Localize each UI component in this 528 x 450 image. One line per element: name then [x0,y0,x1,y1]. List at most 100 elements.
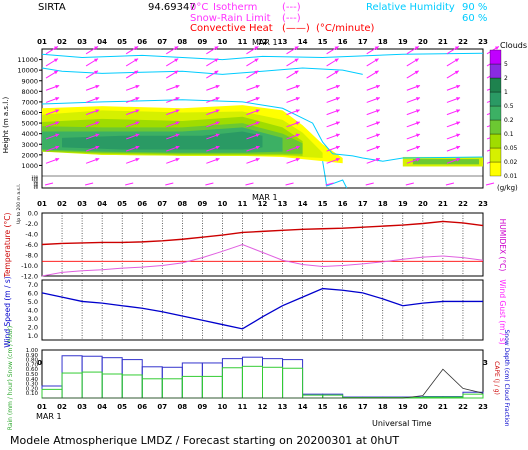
hour-label: 08 [177,38,187,46]
hour-label: 04 [97,200,107,208]
hour-label: 11 [238,38,248,46]
temp-tick-label: -4.0 [25,231,38,239]
legend-snow-rain-sample: (---) [282,13,301,24]
hour-label: 02 [57,403,67,411]
temp-tick-label: -6.0 [25,241,38,249]
colorbar-unit: (g/kg) [497,184,518,192]
hour-label: 14 [298,403,308,411]
wind-arrow [44,182,54,186]
low-tick-label: 30 [34,185,38,189]
hour-label: 09 [197,403,207,411]
wind-arrowhead [294,70,299,75]
rh-contour-high [41,67,363,75]
wind-arrowhead [95,145,100,150]
precip-tick-label: 0.70 [26,362,39,368]
hour-label: 06 [137,38,147,46]
hour-label: 22 [458,200,468,208]
wind-arrowhead [174,70,179,75]
wind-arrowhead [255,109,260,113]
hour-label: 08 [177,200,187,208]
wind-arrowhead [294,46,299,50]
wind-arrowhead [215,121,220,125]
hour-label: 18 [378,403,388,411]
wind-arrowhead [135,121,140,125]
chart-root: 01 02 03 04 05 06 07 08 09 10 11 12 13 14 15 16 17 18 19 20… [2,38,527,430]
hour-label: 11 [238,200,248,208]
wind-arrowhead [255,84,260,89]
wind-arrowhead [416,97,420,101]
wind-arrowhead [175,133,180,138]
footer: Universal Time Modele Atmospherique LMDZ… [10,419,432,447]
wind-arrowhead [215,109,220,113]
wind-arrowhead [175,109,180,113]
wind-arrowhead [255,97,260,101]
wind-arrowhead [95,121,100,125]
wind-arrowhead [255,157,260,162]
wind-arrowhead [255,133,260,138]
hour-label: 04 [97,38,107,46]
hour-label: 14 [298,200,308,208]
hour-label: 07 [157,200,167,208]
wind-arrowhead [375,145,380,150]
temp-frame [41,212,484,277]
wind-arrowhead [95,157,100,162]
hour-label: 13 [278,200,288,208]
hour-label: 05 [117,38,127,46]
wind-arrowhead [53,70,58,75]
wind-arrowhead [456,84,461,89]
wind-arrowhead [135,133,140,138]
y-tick-label: 7000 [21,98,38,106]
wind-arrowhead [416,121,420,125]
low-tick-label: 50 [34,183,38,187]
wind-arrowhead [414,46,419,50]
wind-arrowhead [215,97,220,101]
wind-arrowhead [55,84,60,89]
wind-arrowhead [53,46,58,50]
wind-arrowhead [215,84,220,89]
y-tick-label: 1000 [21,162,38,170]
precip-tick-label: 1.00 [26,348,39,354]
hour-label: 17 [358,403,368,411]
hour-label: 20 [418,200,428,208]
hour-label: 06 [137,200,147,208]
y-tick-label: 9000 [21,77,38,85]
hour-label: 09 [197,38,207,46]
wind-arrowhead [295,97,300,101]
precip-ylabel: Rain (mm / hour) Snow (cm / hour) [7,326,14,430]
hour-label: 01 [37,38,47,46]
temp-series-line [41,220,484,246]
hour-label: 21 [438,38,448,46]
universal-time-label: Universal Time [372,419,432,428]
precip-tick-label: 0.90 [26,353,39,359]
hour-label: 03 [77,403,87,411]
wind-arrowhead [55,121,60,125]
wind-arrow [445,182,455,186]
hour-label: 16 [338,403,348,411]
precip-tick-label: 0.20 [26,386,39,392]
wind-arrowhead [255,145,260,150]
wind-arrow [205,182,214,186]
colorbar-swatch [489,105,502,121]
precip-tick-label: 0.50 [26,372,39,378]
date-label-mid: MAR 1 [252,193,278,202]
hour-label: 19 [398,403,408,411]
wind-tick-label: 7.0 [28,281,38,289]
wind-tick-label: 6.0 [28,289,38,297]
gust-ylabel: Wind Gust (m / s) [498,279,507,344]
wind-arrowhead [416,109,420,113]
hour-label: 20 [418,403,428,411]
wind-arrowhead [174,58,179,63]
wind-arrowhead [55,97,60,101]
wind-arrowhead [254,46,259,50]
legend-convective-unit: (°C/minute) [316,23,375,34]
wind-arrowhead [53,58,58,63]
wind-arrowhead [335,97,340,101]
wind-arrowhead [335,109,340,113]
wind-tick-label: 2.0 [28,324,38,332]
colorbar-tick: 0.01 [504,173,518,180]
temp-tick-label: -2.0 [25,220,38,228]
wind-arrowhead [456,133,461,138]
hour-label: 06 [137,403,147,411]
wind-arrowhead [456,121,461,125]
low-tick-label: 90 [34,180,38,184]
